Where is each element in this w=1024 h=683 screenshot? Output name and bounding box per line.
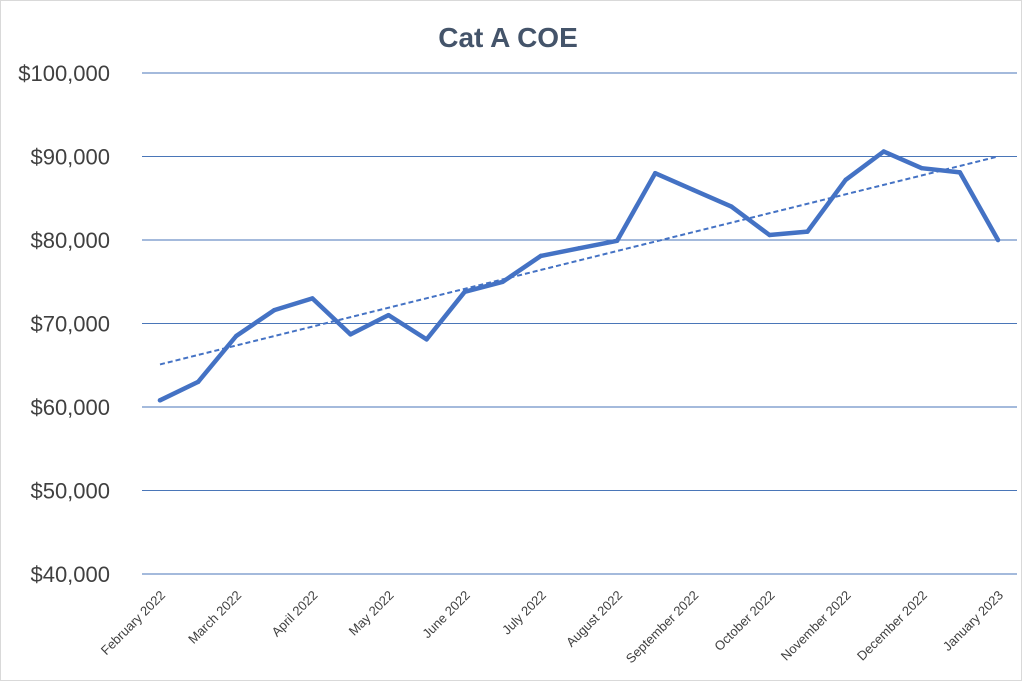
x-tick-label: November 2022 <box>778 588 854 664</box>
y-tick-label: $70,000 <box>30 312 110 337</box>
data-point <box>729 204 734 209</box>
data-point <box>614 238 620 244</box>
data-point <box>691 187 696 193</box>
data-point <box>576 246 582 251</box>
x-tick-label: August 2022 <box>563 588 625 650</box>
data-point <box>652 171 658 176</box>
data-point <box>805 229 810 234</box>
y-tick-label: $60,000 <box>30 395 110 420</box>
x-tick-label: March 2022 <box>185 588 244 647</box>
y-tick-label: $50,000 <box>30 479 110 504</box>
data-point <box>272 307 277 313</box>
x-tick-label: December 2022 <box>854 588 930 664</box>
x-tick-label: July 2022 <box>499 588 549 638</box>
data-point <box>157 398 163 403</box>
x-tick-label: April 2022 <box>268 588 320 640</box>
x-tick-label: February 2022 <box>98 588 168 658</box>
data-point <box>462 289 467 294</box>
x-tick-label: September 2022 <box>623 588 702 667</box>
data-point <box>995 237 1001 243</box>
y-axis-tick-labels: $40,000 $50,000 $60,000 $70,000 $80,000 $90,0… <box>18 61 110 587</box>
data-point <box>843 177 848 183</box>
series-line <box>157 149 1001 403</box>
x-tick-label: May 2022 <box>346 588 397 639</box>
data-point <box>500 279 506 284</box>
data-point <box>310 296 315 301</box>
data-point <box>424 337 429 342</box>
data-point <box>538 253 544 259</box>
data-point <box>386 312 391 318</box>
gridlines <box>142 72 1017 491</box>
data-point <box>233 333 239 339</box>
data-point <box>881 149 886 154</box>
x-tick-label: June 2022 <box>419 588 473 642</box>
y-tick-label: $80,000 <box>30 228 110 253</box>
data-point <box>767 232 772 238</box>
data-point <box>348 332 353 337</box>
chart-title: Cat A COE <box>438 22 578 53</box>
data-points <box>157 149 1001 403</box>
x-tick-label: January 2023 <box>940 588 1006 654</box>
data-point <box>195 379 201 385</box>
trendline <box>159 155 999 366</box>
data-point <box>957 170 963 175</box>
y-tick-label: $40,000 <box>30 562 110 587</box>
x-axis-tick-labels: February 2022 March 2022 April 2022 May 202… <box>98 588 1006 667</box>
x-tick-label: October 2022 <box>711 588 777 654</box>
data-point <box>919 165 925 171</box>
y-tick-label: $100,000 <box>18 61 110 86</box>
y-tick-label: $90,000 <box>30 145 110 170</box>
